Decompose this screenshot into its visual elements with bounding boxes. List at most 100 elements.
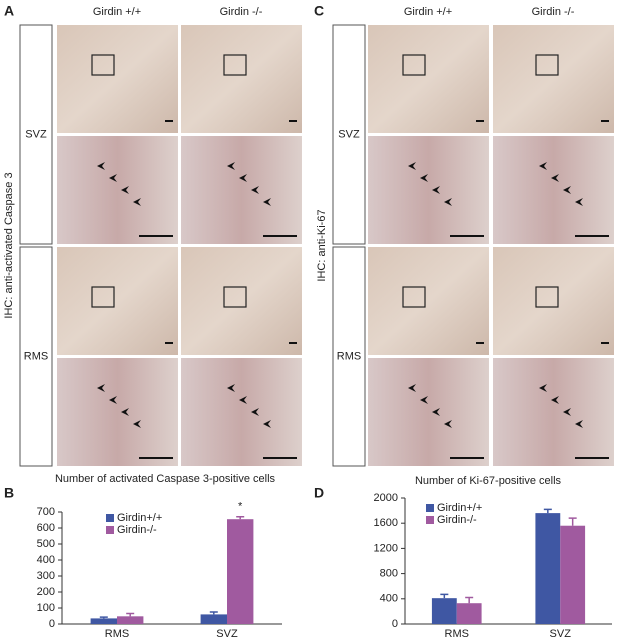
arrowhead bbox=[420, 396, 428, 404]
x-tick-label: RMS bbox=[105, 628, 129, 640]
arrowhead bbox=[420, 174, 428, 182]
arrowhead bbox=[432, 186, 440, 194]
row-box bbox=[19, 246, 53, 467]
arrowhead bbox=[408, 162, 416, 170]
row-label: SVZ bbox=[25, 128, 47, 140]
bar bbox=[535, 513, 561, 624]
arrowhead bbox=[432, 408, 440, 416]
error-bar bbox=[543, 508, 552, 514]
panel-letter: B bbox=[4, 485, 14, 501]
row-label: SVZ bbox=[338, 128, 360, 140]
legend-label: Girdin+/+ bbox=[117, 512, 162, 524]
arrowhead bbox=[539, 162, 547, 170]
column-label: Girdin -/- bbox=[532, 6, 575, 18]
legend-swatch bbox=[106, 526, 114, 534]
annotation: * bbox=[238, 501, 243, 513]
micrograph bbox=[493, 247, 614, 355]
error-bar bbox=[465, 596, 474, 604]
row-box bbox=[332, 24, 366, 245]
row-box bbox=[332, 246, 366, 467]
bar bbox=[227, 519, 254, 624]
bar bbox=[90, 618, 117, 624]
micrograph bbox=[57, 358, 178, 466]
micrograph bbox=[181, 247, 302, 355]
y-tick-label: 0 bbox=[49, 618, 55, 630]
inset-box bbox=[535, 286, 559, 308]
y-tick-label: 800 bbox=[380, 568, 398, 580]
y-label: IHC: anti-activated Caspase 3 bbox=[3, 172, 15, 318]
inset-box bbox=[223, 54, 247, 76]
row-box bbox=[19, 24, 53, 245]
arrowhead bbox=[97, 162, 105, 170]
error-bar bbox=[126, 612, 135, 617]
legend-label: Girdin-/- bbox=[117, 524, 157, 536]
micrograph bbox=[57, 25, 178, 133]
error-bar bbox=[209, 611, 218, 615]
panel-letter: C bbox=[314, 3, 324, 19]
error-bar bbox=[440, 593, 449, 599]
y-tick-label: 2000 bbox=[374, 492, 398, 504]
panel-letter: D bbox=[314, 485, 324, 501]
arrowhead bbox=[575, 420, 583, 428]
arrowhead bbox=[263, 198, 271, 206]
arrowhead bbox=[109, 174, 117, 182]
x-tick-label: SVZ bbox=[216, 628, 238, 640]
arrowhead bbox=[239, 174, 247, 182]
arrowhead bbox=[551, 174, 559, 182]
y-tick-label: 0 bbox=[392, 618, 398, 630]
micrograph bbox=[57, 247, 178, 355]
inset-box bbox=[402, 54, 426, 76]
micrograph bbox=[493, 358, 614, 466]
y-tick-label: 100 bbox=[37, 602, 55, 614]
bar bbox=[117, 616, 144, 624]
y-tick-label: 400 bbox=[380, 593, 398, 605]
micrograph bbox=[181, 25, 302, 133]
arrowhead bbox=[408, 384, 416, 392]
column-label: Girdin +/+ bbox=[93, 6, 141, 18]
inset-box bbox=[223, 286, 247, 308]
arrowhead bbox=[563, 408, 571, 416]
bar bbox=[431, 598, 457, 624]
x-tick-label: SVZ bbox=[550, 628, 572, 640]
x-tick-label: RMS bbox=[445, 628, 469, 640]
arrowhead bbox=[251, 408, 259, 416]
row-label: RMS bbox=[24, 350, 48, 362]
panel-letter: A bbox=[4, 3, 14, 19]
arrowhead bbox=[263, 420, 271, 428]
chart-title: Number of Ki-67-positive cells bbox=[415, 475, 562, 487]
y-label: IHC: anti-Ki-67 bbox=[316, 209, 328, 281]
column-label: Girdin +/+ bbox=[404, 6, 452, 18]
y-tick-label: 400 bbox=[37, 554, 55, 566]
micrograph bbox=[181, 136, 302, 244]
inset-box bbox=[91, 54, 115, 76]
arrowhead bbox=[97, 384, 105, 392]
bar bbox=[200, 614, 227, 624]
arrowhead bbox=[121, 186, 129, 194]
y-tick-label: 500 bbox=[37, 538, 55, 550]
arrowhead bbox=[539, 384, 547, 392]
arrowhead bbox=[133, 420, 141, 428]
micrograph bbox=[493, 25, 614, 133]
arrowhead bbox=[133, 198, 141, 206]
micrograph bbox=[368, 247, 489, 355]
y-tick-label: 600 bbox=[37, 522, 55, 534]
arrowhead bbox=[227, 384, 235, 392]
inset-box bbox=[402, 286, 426, 308]
y-tick-label: 300 bbox=[37, 570, 55, 582]
inset-box bbox=[535, 54, 559, 76]
inset-box bbox=[91, 286, 115, 308]
bar bbox=[560, 525, 586, 624]
y-tick-label: 1200 bbox=[374, 542, 398, 554]
arrowhead bbox=[575, 198, 583, 206]
y-tick-label: 700 bbox=[37, 506, 55, 518]
arrowhead bbox=[444, 420, 452, 428]
arrowhead bbox=[239, 396, 247, 404]
arrowhead bbox=[109, 396, 117, 404]
legend-swatch bbox=[426, 516, 434, 524]
micrograph bbox=[181, 358, 302, 466]
micrograph bbox=[368, 136, 489, 244]
legend-label: Girdin-/- bbox=[437, 514, 477, 526]
row-label: RMS bbox=[337, 350, 361, 362]
arrowhead bbox=[444, 198, 452, 206]
